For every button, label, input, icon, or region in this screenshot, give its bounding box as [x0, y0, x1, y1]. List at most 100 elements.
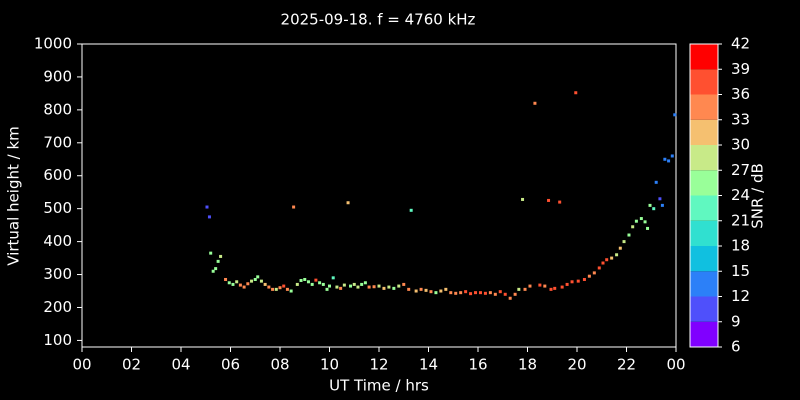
point: [670, 154, 674, 158]
point: [282, 284, 286, 288]
colorbar-bin: [690, 94, 718, 120]
point: [397, 284, 401, 288]
point: [372, 285, 376, 289]
point: [306, 280, 310, 284]
y-tick-label: 500: [43, 199, 72, 217]
point: [349, 284, 353, 288]
y-axis-label: Virtual height / km: [5, 126, 23, 265]
colorbar-tick-label: 30: [731, 136, 750, 154]
point: [449, 291, 453, 295]
point: [615, 253, 619, 257]
point: [667, 159, 671, 163]
colorbar-bin: [690, 271, 718, 297]
point: [643, 220, 647, 224]
y-tick-label: 100: [43, 331, 72, 349]
point: [219, 254, 223, 258]
colorbar-tick-label: 9: [731, 312, 741, 330]
point: [523, 287, 527, 291]
point: [246, 282, 250, 286]
point: [267, 285, 271, 289]
point: [503, 292, 507, 296]
x-tick-label: 16: [468, 356, 487, 374]
point: [382, 286, 386, 290]
point: [271, 287, 275, 291]
point: [392, 286, 396, 290]
colorbar-tick-label: 42: [731, 35, 750, 53]
point: [517, 287, 521, 291]
point: [673, 113, 677, 117]
point: [478, 291, 482, 295]
point: [570, 280, 574, 284]
point: [498, 290, 502, 294]
x-tick-label: 22: [617, 356, 636, 374]
point: [356, 285, 360, 289]
point: [565, 282, 569, 286]
point: [303, 277, 307, 281]
point: [274, 287, 278, 291]
point: [553, 286, 557, 290]
x-tick-label: 18: [518, 356, 537, 374]
x-axis-label: UT Time / hrs: [329, 377, 429, 395]
y-tick-label: 1000: [34, 35, 72, 53]
point: [601, 261, 605, 265]
point: [321, 282, 325, 286]
point: [648, 203, 652, 207]
point: [367, 285, 371, 289]
point: [414, 289, 418, 293]
point: [646, 226, 650, 230]
point: [263, 282, 267, 286]
y-tick-label: 600: [43, 166, 72, 184]
point: [299, 278, 303, 282]
colorbar-tick-label: 21: [731, 211, 750, 229]
point: [227, 281, 231, 285]
point: [508, 296, 512, 300]
colorbar-tick-label: 24: [731, 186, 750, 204]
point: [587, 274, 591, 278]
chart-title: 2025-09-18. f = 4760 kHz: [281, 11, 476, 29]
point: [235, 280, 239, 284]
colorbar-tick-label: 15: [731, 262, 750, 280]
point: [314, 278, 318, 282]
point: [259, 279, 263, 283]
point: [331, 276, 335, 280]
point: [493, 292, 497, 296]
point: [454, 291, 458, 295]
point: [560, 285, 564, 289]
y-tick-label: 800: [43, 100, 72, 118]
point: [533, 101, 537, 105]
point: [513, 292, 517, 296]
point: [429, 290, 433, 294]
x-tick-label: 12: [369, 356, 388, 374]
point: [543, 284, 547, 288]
colorbar-label: SNR / dB: [749, 163, 767, 229]
point: [464, 290, 468, 294]
point: [483, 291, 487, 295]
point: [582, 277, 586, 281]
point: [377, 284, 381, 288]
point: [216, 259, 220, 263]
point: [253, 277, 257, 281]
point: [592, 271, 596, 275]
point: [528, 284, 532, 288]
plot-frame: [81, 43, 677, 348]
point: [250, 279, 254, 283]
point: [292, 205, 296, 209]
point: [663, 157, 667, 161]
colorbar-bin: [690, 220, 718, 246]
point: [538, 283, 542, 287]
point: [360, 282, 364, 286]
point: [224, 277, 228, 281]
point: [521, 197, 525, 201]
point: [424, 288, 428, 292]
point: [622, 240, 626, 244]
point: [660, 203, 664, 207]
x-tick-label: 14: [419, 356, 438, 374]
point: [488, 291, 492, 295]
point: [387, 285, 391, 289]
point: [631, 225, 635, 229]
point: [469, 292, 473, 296]
point: [342, 283, 346, 287]
point: [231, 282, 235, 286]
x-tick-label: 00: [72, 356, 91, 374]
x-tick-label: 06: [221, 356, 240, 374]
